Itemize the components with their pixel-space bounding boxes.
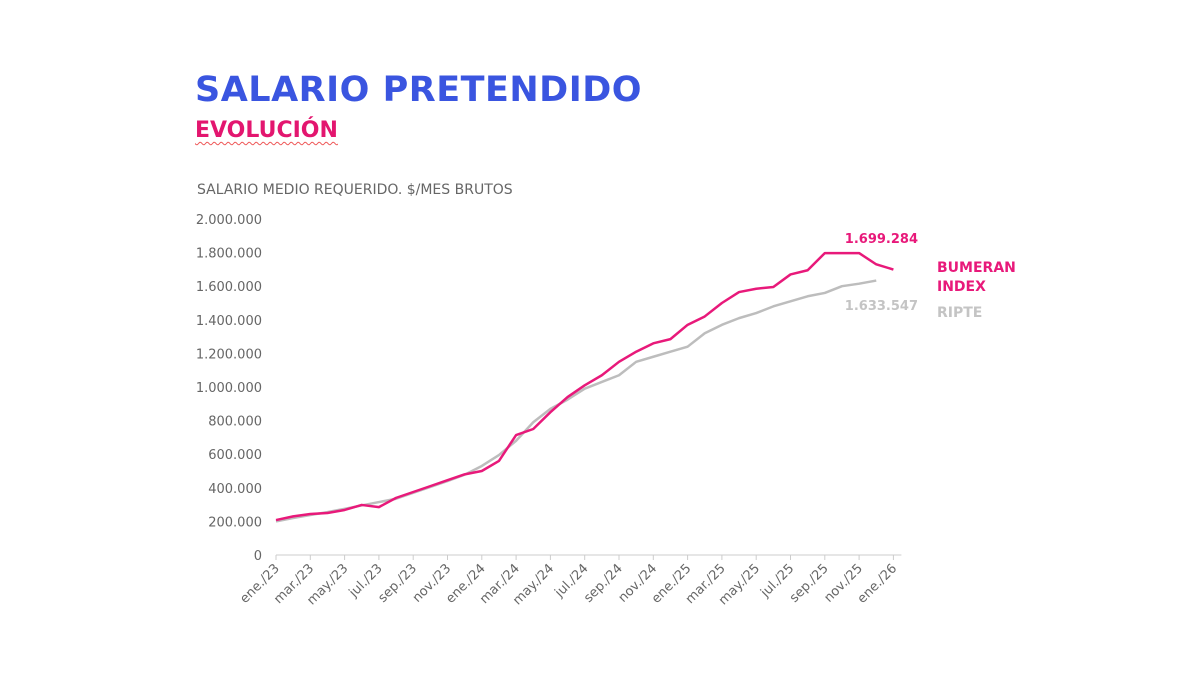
y-tick-label: 200.000 [208,515,262,530]
y-tick-label: 800.000 [208,415,262,430]
end-value-label-ripte: 1.633.547 [845,299,918,314]
end-value-label-bumeran: 1.699.284 [845,232,918,247]
y-tick-label: 400.000 [208,482,262,497]
y-tick-label: 1.200.000 [196,347,262,362]
y-tick-label: 0 [254,549,262,564]
series-line-ripte [275,279,877,523]
y-axis-label: SALARIO MEDIO REQUERIDO. $/MES BRUTOS [197,182,513,198]
legend-label-ripte: RIPTE [937,305,982,321]
y-tick-label: 1.800.000 [196,247,262,262]
chart-subtitle: EVOLUCIÓN [195,118,338,143]
y-tick-label: 1.400.000 [196,314,262,329]
y-tick-label: 2.000.000 [196,213,262,228]
legend-label-bumeran: BUMERAN INDEX [937,260,1016,295]
chart-title: SALARIO PRETENDIDO [195,70,643,110]
y-tick-label: 600.000 [208,448,262,463]
y-tick-label: 1.000.000 [196,381,262,396]
series-line-bumeran-index [275,251,894,522]
y-tick-label: 1.600.000 [196,280,262,295]
